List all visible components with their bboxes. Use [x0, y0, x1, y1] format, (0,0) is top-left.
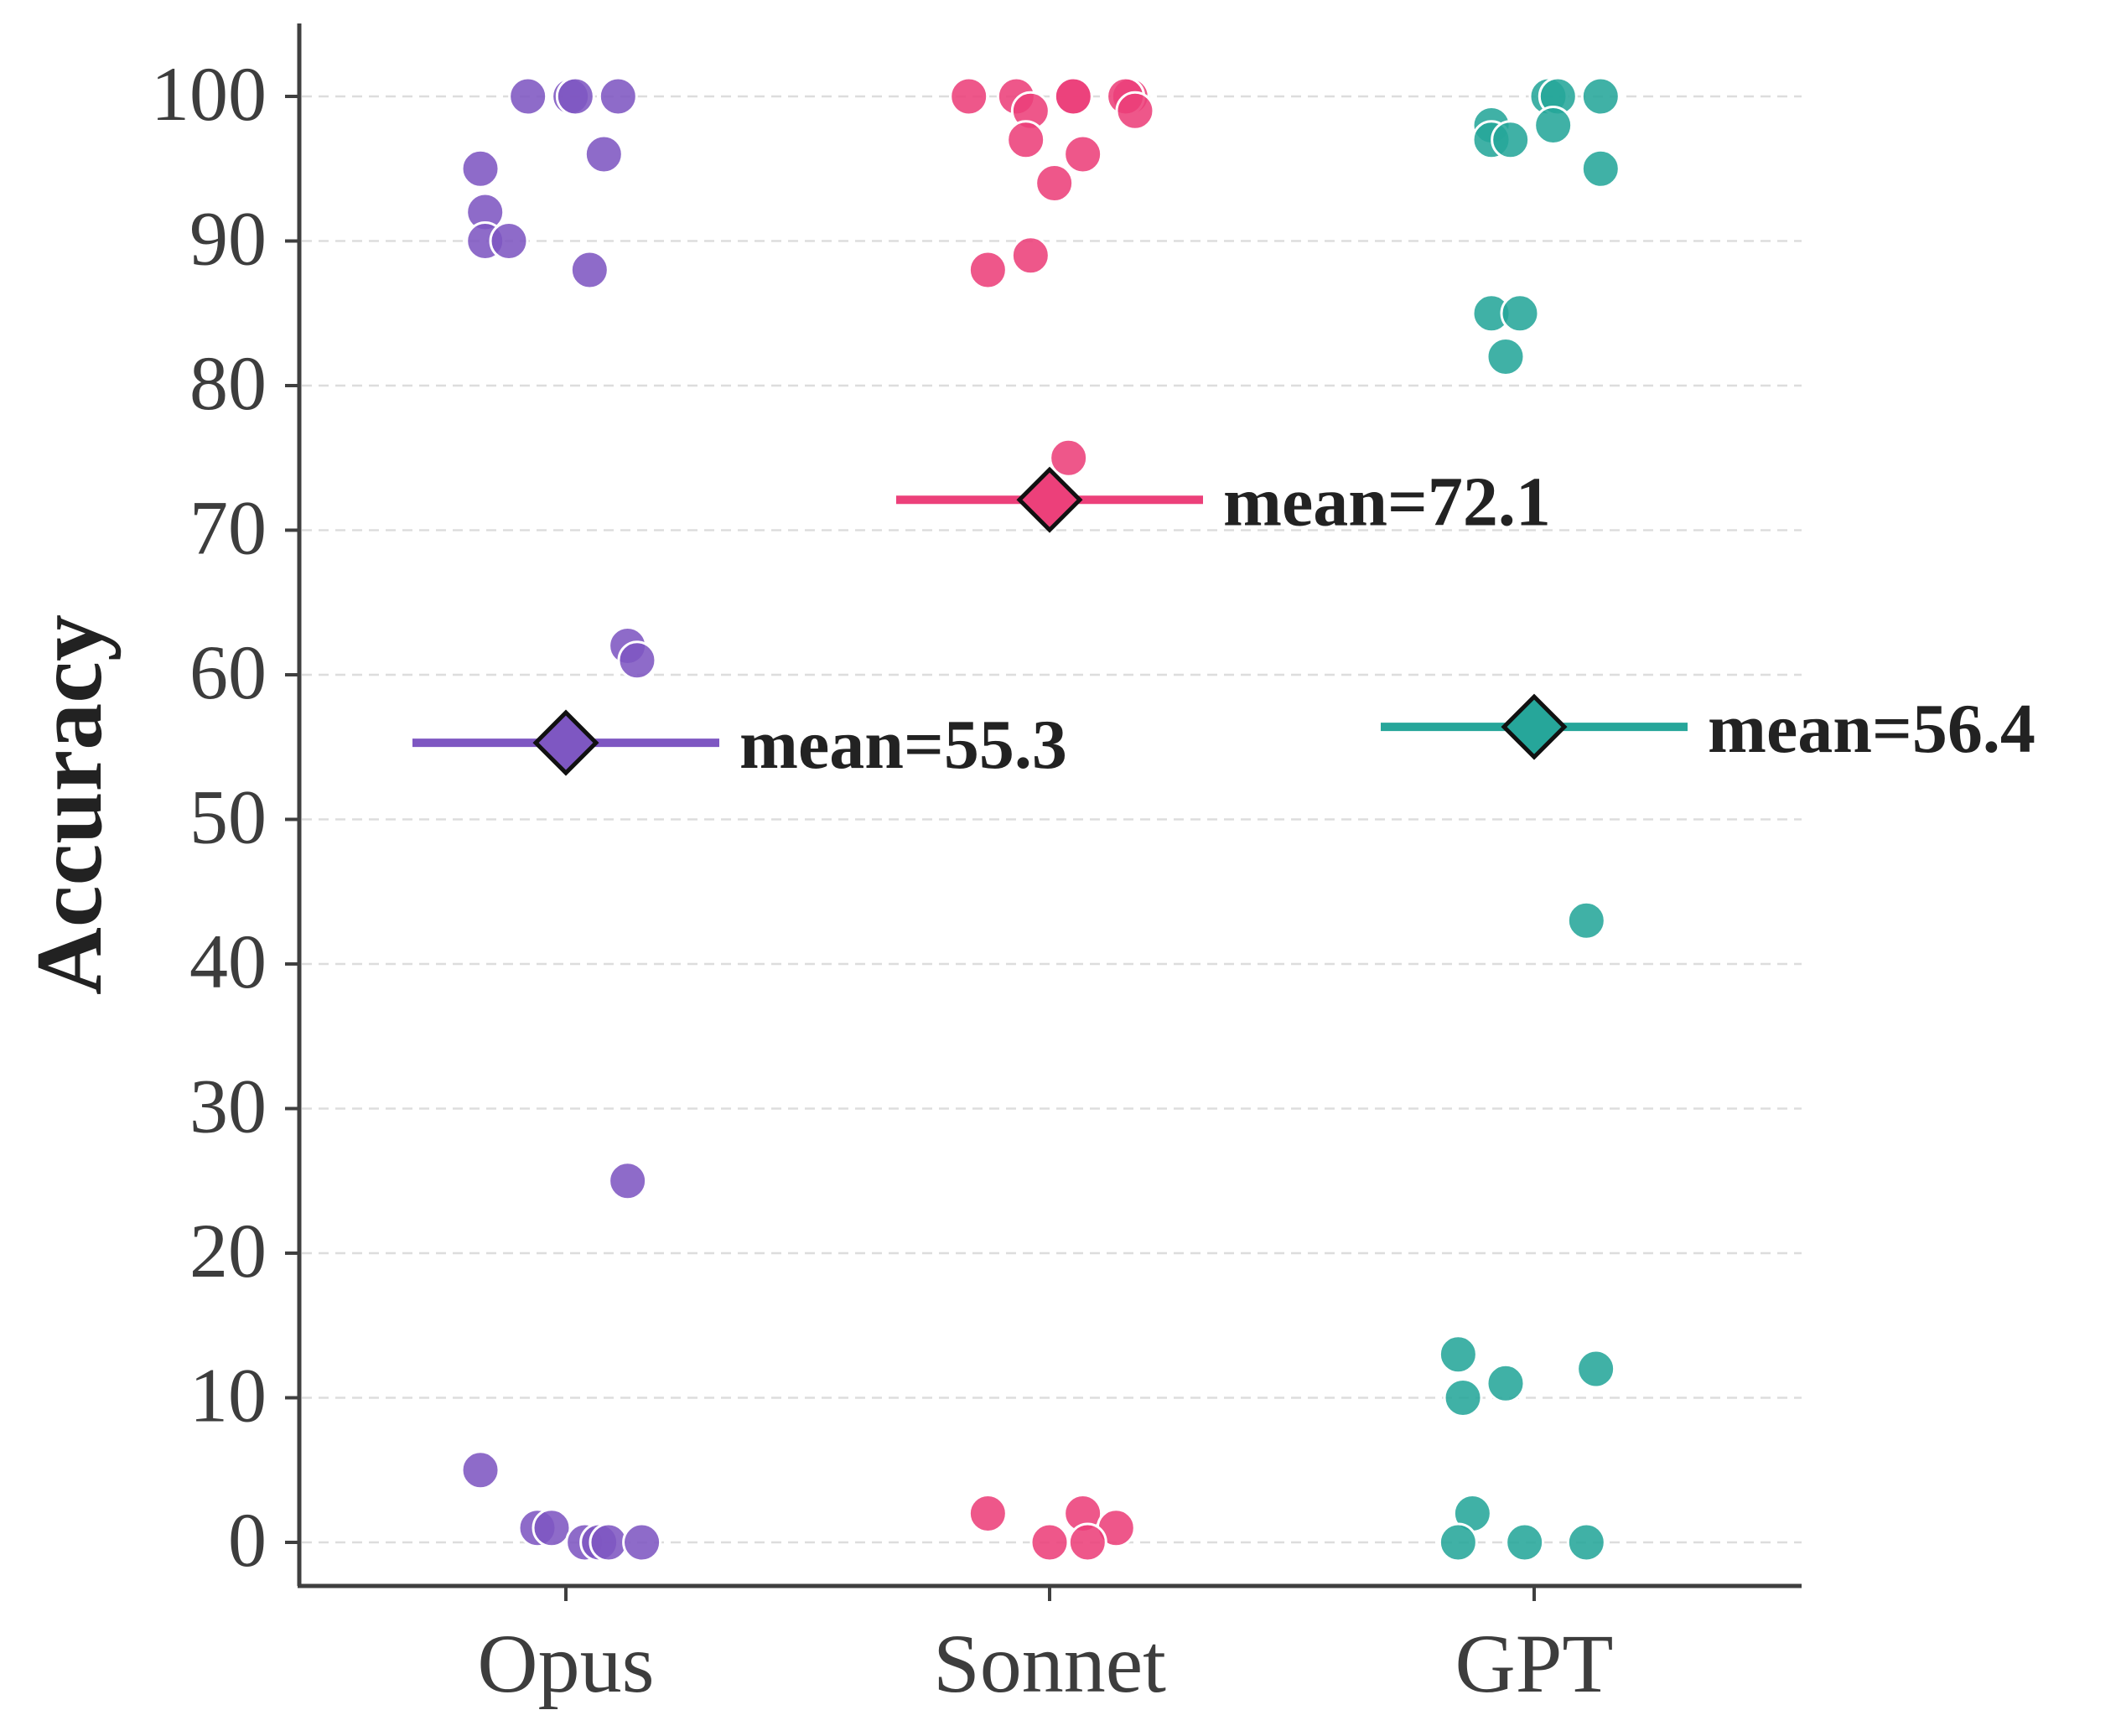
mean-markers: mean=55.3 mean=72.1 mean=56.4	[412, 463, 2035, 784]
data-point	[967, 1494, 1008, 1533]
mean-label: mean=55.3	[739, 706, 1067, 784]
y-tick-label: 60	[189, 630, 267, 715]
data-point	[1566, 900, 1606, 941]
gridlines	[302, 95, 1802, 1544]
data-point	[1580, 148, 1621, 189]
mean-diamond	[1016, 466, 1083, 533]
data-point	[1067, 1522, 1107, 1562]
mean-label: mean=72.1	[1223, 463, 1551, 541]
y-tick-label: 80	[189, 340, 267, 426]
data-point	[1438, 1522, 1478, 1562]
data-point	[608, 1161, 648, 1201]
data-point	[1443, 1378, 1483, 1417]
y-tick-label: 10	[189, 1353, 267, 1438]
data-point	[589, 1522, 629, 1562]
y-tick-label: 100	[151, 51, 267, 137]
data-point	[460, 148, 500, 189]
data-point	[1576, 1349, 1616, 1389]
data-point	[622, 1522, 662, 1562]
y-tick-label: 0	[228, 1497, 267, 1583]
data-point	[949, 76, 989, 117]
mean-label: mean=56.4	[1708, 690, 2035, 768]
y-axis-title: Accuracy	[18, 614, 122, 995]
data-point	[569, 250, 609, 290]
y-tick-label: 70	[189, 485, 267, 571]
tick-labels: 0 10 20 30 40 50 60 70 80 90 100 Opus Sonnet GPT	[151, 51, 1613, 1710]
data-point	[1053, 76, 1093, 117]
data-point	[1010, 236, 1050, 276]
data-point	[508, 76, 548, 117]
data-point	[967, 250, 1008, 290]
data-point	[1500, 293, 1540, 334]
data-point	[1486, 1363, 1526, 1403]
data-point	[1049, 438, 1089, 478]
data-point	[1438, 1334, 1478, 1375]
data-point	[1533, 106, 1574, 145]
data-point	[1115, 91, 1155, 131]
mean-diamond	[532, 709, 599, 776]
data-point	[1486, 337, 1526, 376]
data-point	[617, 640, 657, 681]
data-points	[460, 76, 1621, 1562]
x-tick-label: Sonnet	[933, 1617, 1166, 1710]
x-tick-label: GPT	[1455, 1617, 1614, 1710]
x-tick-label: Opus	[477, 1617, 654, 1710]
y-tick-label: 50	[189, 775, 267, 860]
y-tick-label: 90	[189, 196, 267, 282]
mean-diamond	[1501, 693, 1568, 760]
data-point	[1029, 1522, 1070, 1562]
data-point	[1505, 1522, 1545, 1562]
data-point	[1566, 1522, 1606, 1562]
data-point	[1580, 76, 1621, 117]
data-point	[583, 134, 624, 174]
y-tick-label: 30	[189, 1064, 267, 1149]
data-point	[1035, 163, 1075, 203]
data-point	[532, 1508, 572, 1548]
data-point	[598, 76, 638, 117]
y-tick-label: 40	[189, 919, 267, 1004]
data-point	[489, 221, 529, 261]
data-point	[1491, 120, 1531, 160]
data-point	[1006, 120, 1046, 160]
data-point	[555, 76, 595, 117]
y-tick-label: 20	[189, 1208, 267, 1293]
data-point	[460, 1450, 500, 1490]
data-point	[1063, 134, 1103, 174]
